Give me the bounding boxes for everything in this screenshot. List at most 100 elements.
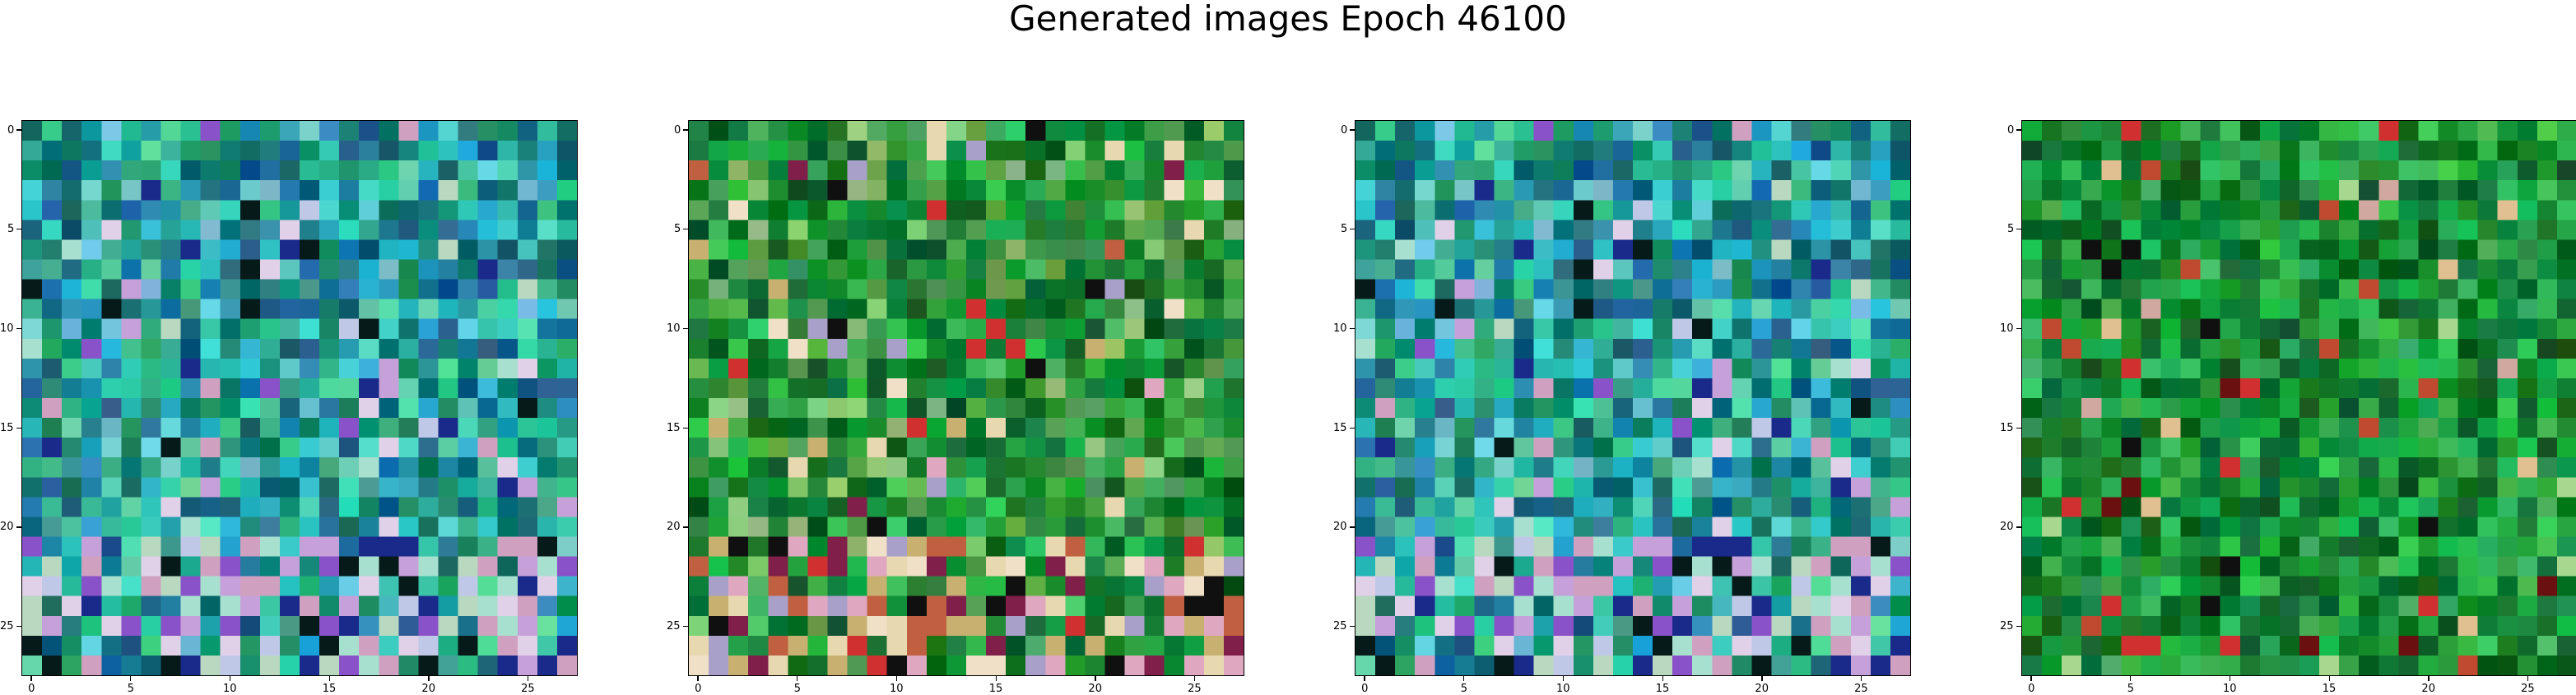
y-tick-label: 20 bbox=[0, 521, 14, 534]
pixel-cell bbox=[1474, 279, 1495, 300]
pixel-cell bbox=[1633, 615, 1653, 637]
pixel-cell bbox=[279, 338, 300, 359]
pixel-cell bbox=[1593, 259, 1614, 280]
pixel-cell bbox=[1514, 615, 1535, 637]
pixel-cell bbox=[2517, 398, 2538, 419]
pixel-cell bbox=[1085, 595, 1105, 617]
pixel-cell bbox=[867, 635, 888, 656]
pixel-cell bbox=[886, 279, 908, 300]
pixel-cell bbox=[2279, 635, 2300, 656]
pixel-cell bbox=[2160, 398, 2182, 419]
pixel-cell bbox=[1573, 160, 1594, 181]
pixel-cell bbox=[1494, 517, 1515, 537]
pixel-cell bbox=[1830, 615, 1852, 637]
pixel-cell bbox=[728, 299, 749, 320]
pixel-cell bbox=[2438, 438, 2459, 458]
pixel-cell bbox=[2319, 180, 2340, 201]
pixel-cell bbox=[2378, 418, 2399, 438]
pixel-cell bbox=[2200, 299, 2221, 320]
pixel-cell bbox=[709, 299, 729, 320]
pixel-cell bbox=[2220, 655, 2241, 675]
pixel-cell bbox=[1494, 378, 1515, 399]
pixel-cell bbox=[2418, 556, 2439, 577]
pixel-cell bbox=[2042, 576, 2062, 597]
pixel-cell bbox=[946, 318, 967, 340]
pixel-cell bbox=[2517, 141, 2538, 161]
pixel-cell bbox=[22, 220, 43, 240]
pixel-cell bbox=[2081, 259, 2102, 280]
pixel-cell bbox=[1124, 220, 1146, 240]
pixel-cell bbox=[807, 318, 828, 340]
pixel-cell bbox=[2457, 338, 2479, 359]
pixel-cell bbox=[1415, 438, 1435, 458]
pixel-cell bbox=[1850, 595, 1872, 617]
pixel-cell bbox=[200, 318, 221, 340]
pixel-cell bbox=[807, 517, 828, 537]
pixel-cell bbox=[2398, 279, 2419, 300]
pixel-cell bbox=[2556, 595, 2576, 617]
pixel-cell bbox=[1355, 497, 1376, 517]
pixel-cell bbox=[300, 299, 320, 320]
pixel-cell bbox=[1395, 457, 1416, 478]
pixel-cell bbox=[1164, 220, 1185, 240]
pixel-cell bbox=[2081, 121, 2102, 141]
pixel-cell bbox=[1811, 279, 1832, 300]
pixel-cell bbox=[220, 141, 241, 161]
pixel-cell bbox=[2239, 497, 2261, 517]
pixel-cell bbox=[339, 517, 360, 537]
pixel-cell bbox=[2279, 299, 2300, 320]
pixel-cell bbox=[1672, 200, 1693, 220]
pixel-cell bbox=[1712, 378, 1732, 399]
pixel-cell bbox=[62, 536, 82, 558]
pixel-cell bbox=[2220, 318, 2241, 340]
pixel-cell bbox=[2556, 576, 2576, 597]
pixel-cell bbox=[1791, 239, 1812, 260]
pixel-cell bbox=[2497, 239, 2518, 260]
pixel-cell bbox=[200, 595, 221, 617]
pixel-cell bbox=[2457, 398, 2479, 419]
pixel-cell bbox=[1454, 517, 1475, 537]
pixel-cell bbox=[2220, 497, 2241, 517]
pixel-cell bbox=[2457, 536, 2479, 558]
pixel-cell bbox=[1890, 576, 1910, 597]
pixel-cell bbox=[1771, 378, 1793, 399]
pixel-cell bbox=[2259, 655, 2281, 675]
pixel-cell bbox=[1415, 299, 1435, 320]
pixel-cell bbox=[748, 536, 769, 558]
pixel-cell bbox=[1085, 299, 1105, 320]
pixel-cell bbox=[1415, 358, 1435, 379]
pixel-cell bbox=[180, 220, 202, 240]
pixel-cell bbox=[279, 180, 300, 201]
pixel-cell bbox=[2022, 477, 2043, 498]
pixel-cell bbox=[458, 497, 479, 517]
pixel-cell bbox=[709, 378, 729, 399]
pixel-cell bbox=[2121, 259, 2141, 280]
pixel-cell bbox=[1771, 635, 1793, 656]
pixel-cell bbox=[1692, 517, 1713, 537]
pixel-cell bbox=[279, 259, 300, 280]
pixel-cell bbox=[1164, 121, 1185, 141]
pixel-cell bbox=[2497, 635, 2518, 656]
pixel-cell bbox=[517, 457, 538, 478]
pixel-cell bbox=[2279, 141, 2300, 161]
pixel-cell bbox=[1633, 318, 1653, 340]
generated-image-panel-2 bbox=[688, 120, 1244, 676]
pixel-cell bbox=[1415, 556, 1435, 577]
pixel-cell bbox=[1355, 200, 1376, 220]
pixel-cell bbox=[847, 358, 868, 379]
pixel-cell bbox=[1183, 220, 1205, 240]
pixel-cell bbox=[2536, 259, 2558, 280]
pixel-cell bbox=[2517, 160, 2538, 181]
pixel-cell bbox=[1553, 338, 1574, 359]
pixel-cell bbox=[2536, 477, 2558, 498]
pixel-cell bbox=[101, 378, 122, 399]
pixel-cell bbox=[2042, 141, 2062, 161]
pixel-cell bbox=[1732, 477, 1752, 498]
pixel-cell bbox=[1533, 398, 1555, 419]
pixel-cell bbox=[1692, 655, 1713, 675]
pixel-cell bbox=[458, 338, 479, 359]
pixel-cell bbox=[1830, 418, 1852, 438]
pixel-cell bbox=[1612, 398, 1634, 419]
pixel-cell bbox=[2101, 477, 2122, 498]
pixel-cell bbox=[1124, 536, 1146, 558]
